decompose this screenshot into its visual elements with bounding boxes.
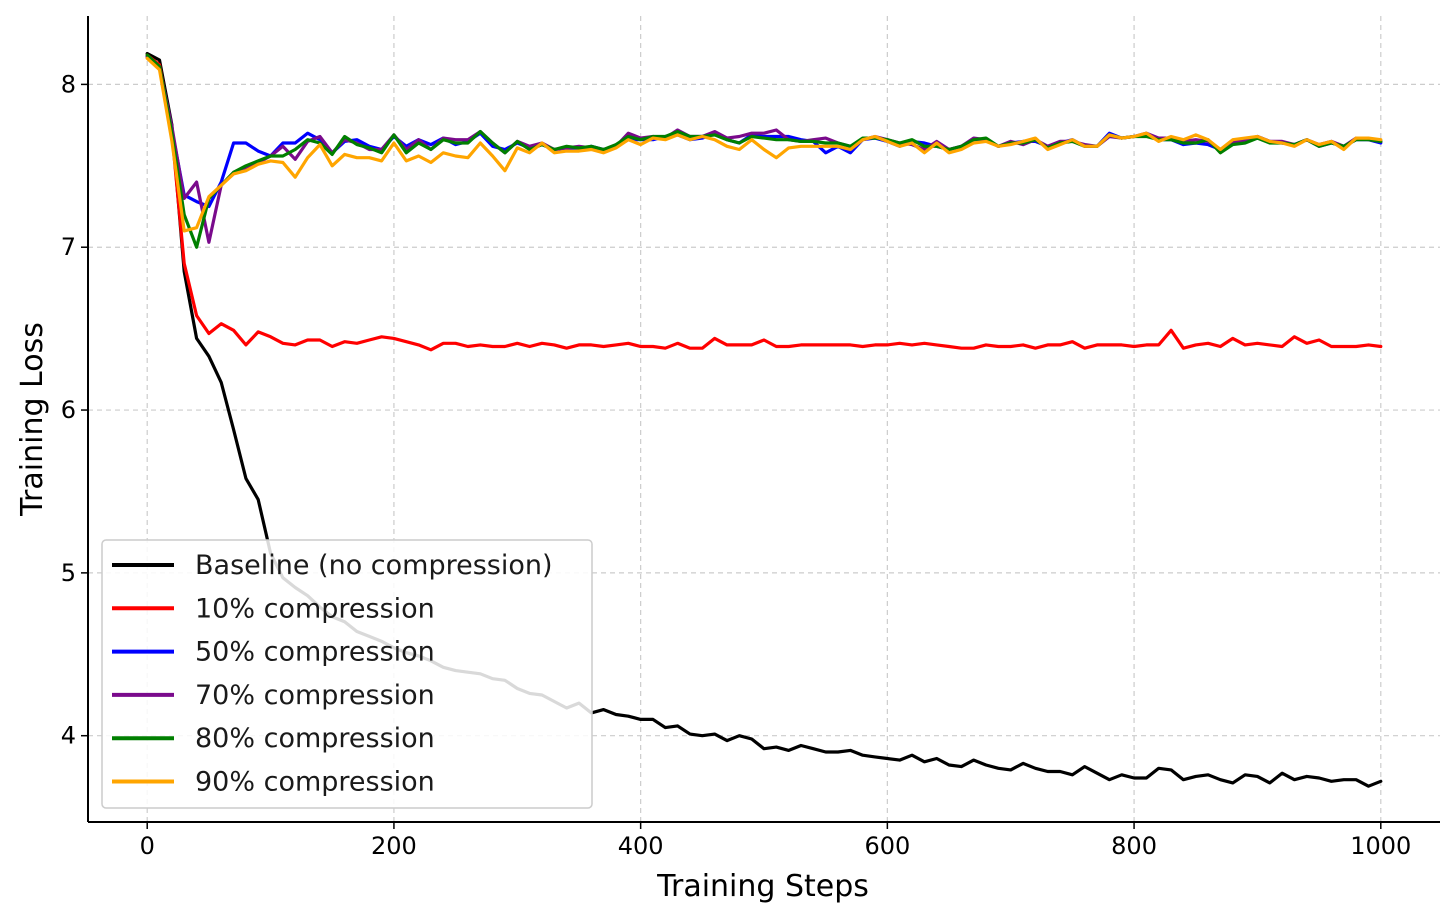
x-tick-label: 0 (140, 832, 155, 860)
x-tick-label: 600 (864, 832, 910, 860)
legend-label: 10% compression (195, 593, 435, 624)
y-axis-label: Training Loss (15, 322, 50, 517)
legend-label: 90% compression (195, 767, 435, 798)
x-tick-label: 1000 (1350, 832, 1411, 860)
legend-label: 50% compression (195, 637, 435, 668)
series-line-5 (145, 53, 1383, 249)
x-tick-label: 800 (1111, 832, 1157, 860)
legend-label: 70% compression (195, 680, 435, 711)
y-tick-label: 4 (61, 722, 76, 750)
x-axis-label: Training Steps (656, 869, 869, 904)
y-tick-label: 5 (61, 559, 76, 587)
x-tick-label: 200 (371, 832, 417, 860)
series-line-2 (145, 53, 1383, 352)
series-line-6 (145, 56, 1383, 233)
legend-label: 80% compression (195, 723, 435, 754)
ticks-layer: 0 200 400 600 800 1000 4 5 6 7 8 (61, 70, 1412, 860)
x-tick-label: 400 (618, 832, 664, 860)
y-tick-label: 7 (61, 233, 76, 261)
y-tick-label: 6 (61, 396, 76, 424)
legend-entries: Baseline (no compression) 10% compression… (112, 550, 553, 798)
y-tick-label: 8 (61, 70, 76, 98)
legend-label: Baseline (no compression) (195, 550, 553, 581)
axes-layer (87, 16, 1440, 823)
legend-frame (101, 539, 593, 809)
legend: Baseline (no compression) 10% compression… (101, 539, 593, 809)
